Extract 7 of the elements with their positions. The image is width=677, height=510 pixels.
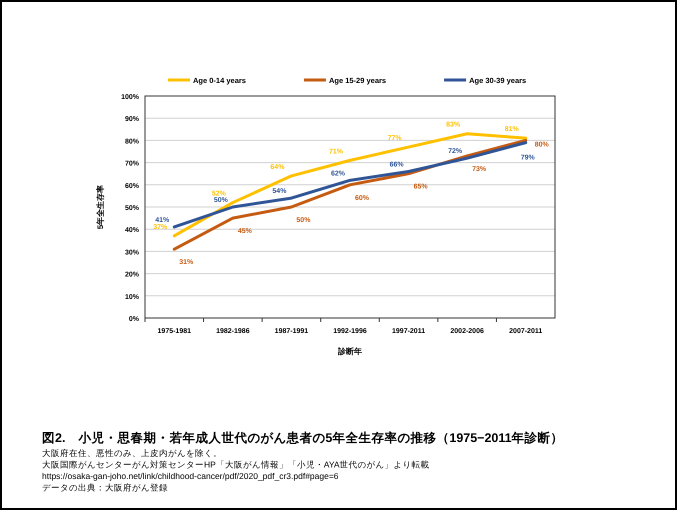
y-axis-title: 5年全生存率 (95, 184, 105, 230)
text: 大阪府在住、悪性のみ、上皮内がんを除く。 (42, 448, 222, 458)
x-axis-title: 診断年 (337, 347, 362, 356)
text: 大阪国際がんセンターがん対策センターHP「大阪がん情報」「小児・AYA世代のがん」より転載 (42, 460, 430, 470)
text: データの出典：大阪府がん登録 (42, 482, 168, 492)
text: 図2. 小児・思春期・若年成人世代のがん患者の5年全生存率の推移（1975−2011年診断） (42, 430, 564, 445)
text: https://osaka-gan-joho.net/link/childhood-cancer/pdf/2020_pdf_cr3.pdf#page=6 (42, 471, 339, 481)
